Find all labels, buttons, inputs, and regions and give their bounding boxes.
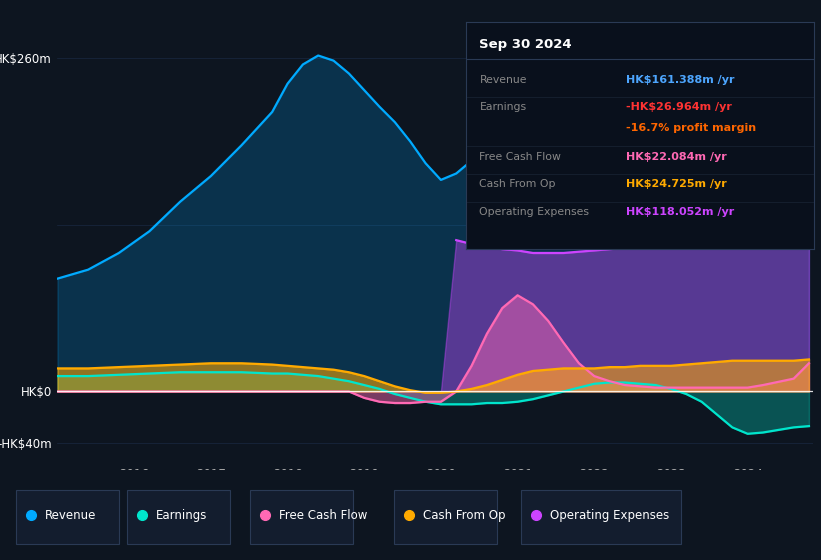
FancyBboxPatch shape xyxy=(127,490,230,544)
Text: HK$161.388m /yr: HK$161.388m /yr xyxy=(626,74,735,85)
Text: Cash From Op: Cash From Op xyxy=(423,508,505,522)
Text: Free Cash Flow: Free Cash Flow xyxy=(279,508,368,522)
Text: HK$118.052m /yr: HK$118.052m /yr xyxy=(626,207,734,217)
Text: Operating Expenses: Operating Expenses xyxy=(479,207,589,217)
FancyBboxPatch shape xyxy=(250,490,353,544)
FancyBboxPatch shape xyxy=(16,490,119,544)
Text: HK$24.725m /yr: HK$24.725m /yr xyxy=(626,179,727,189)
Text: Revenue: Revenue xyxy=(45,508,97,522)
Text: Earnings: Earnings xyxy=(156,508,208,522)
FancyBboxPatch shape xyxy=(521,490,681,544)
Text: Cash From Op: Cash From Op xyxy=(479,179,556,189)
Text: Operating Expenses: Operating Expenses xyxy=(550,508,669,522)
FancyBboxPatch shape xyxy=(394,490,497,544)
Text: -16.7% profit margin: -16.7% profit margin xyxy=(626,123,756,133)
Text: Sep 30 2024: Sep 30 2024 xyxy=(479,38,572,52)
Text: -HK$26.964m /yr: -HK$26.964m /yr xyxy=(626,102,732,112)
Text: Free Cash Flow: Free Cash Flow xyxy=(479,152,562,162)
Text: HK$22.084m /yr: HK$22.084m /yr xyxy=(626,152,727,162)
Text: Revenue: Revenue xyxy=(479,74,527,85)
Text: Earnings: Earnings xyxy=(479,102,526,112)
